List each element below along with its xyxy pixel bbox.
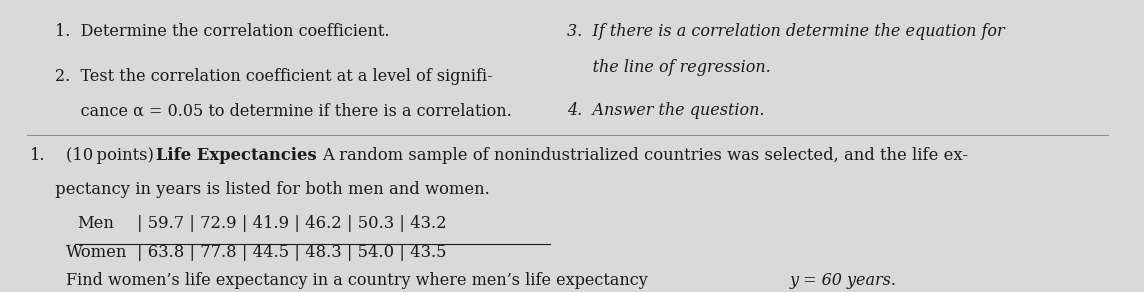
Text: Life Expectancies: Life Expectancies: [157, 147, 317, 164]
Text: 3.  If there is a correlation determine the equation for: 3. If there is a correlation determine t…: [567, 22, 1004, 39]
Text: Men: Men: [78, 215, 114, 232]
Text: 1.: 1.: [29, 147, 45, 164]
Text: 2.  Test the correlation coefficient at a level of signifi-: 2. Test the correlation coefficient at a…: [55, 68, 492, 85]
Text: | 59.7 | 72.9 | 41.9 | 46.2 | 50.3 | 43.2: | 59.7 | 72.9 | 41.9 | 46.2 | 50.3 | 43.…: [137, 215, 446, 232]
Text: the line of regression.: the line of regression.: [567, 59, 771, 76]
Text: | 63.8 | 77.8 | 44.5 | 48.3 | 54.0 | 43.5: | 63.8 | 77.8 | 44.5 | 48.3 | 54.0 | 43.…: [137, 244, 446, 261]
Text: Women: Women: [66, 244, 127, 261]
Text: 1.  Determine the correlation coefficient.: 1. Determine the correlation coefficient…: [55, 22, 389, 39]
Text: cance α = 0.05 to determine if there is a correlation.: cance α = 0.05 to determine if there is …: [55, 102, 511, 119]
Text: y = 60 years.: y = 60 years.: [789, 272, 896, 288]
Text: A random sample of nonindustrialized countries was selected, and the life ex-: A random sample of nonindustrialized cou…: [321, 147, 968, 164]
Text: pectancy in years is listed for both men and women.: pectancy in years is listed for both men…: [29, 181, 490, 198]
Text: (10 points): (10 points): [66, 147, 154, 164]
Text: Find women’s life expectancy in a country where men’s life expectancy: Find women’s life expectancy in a countr…: [66, 272, 653, 288]
Text: 4.  Answer the question.: 4. Answer the question.: [567, 102, 765, 119]
